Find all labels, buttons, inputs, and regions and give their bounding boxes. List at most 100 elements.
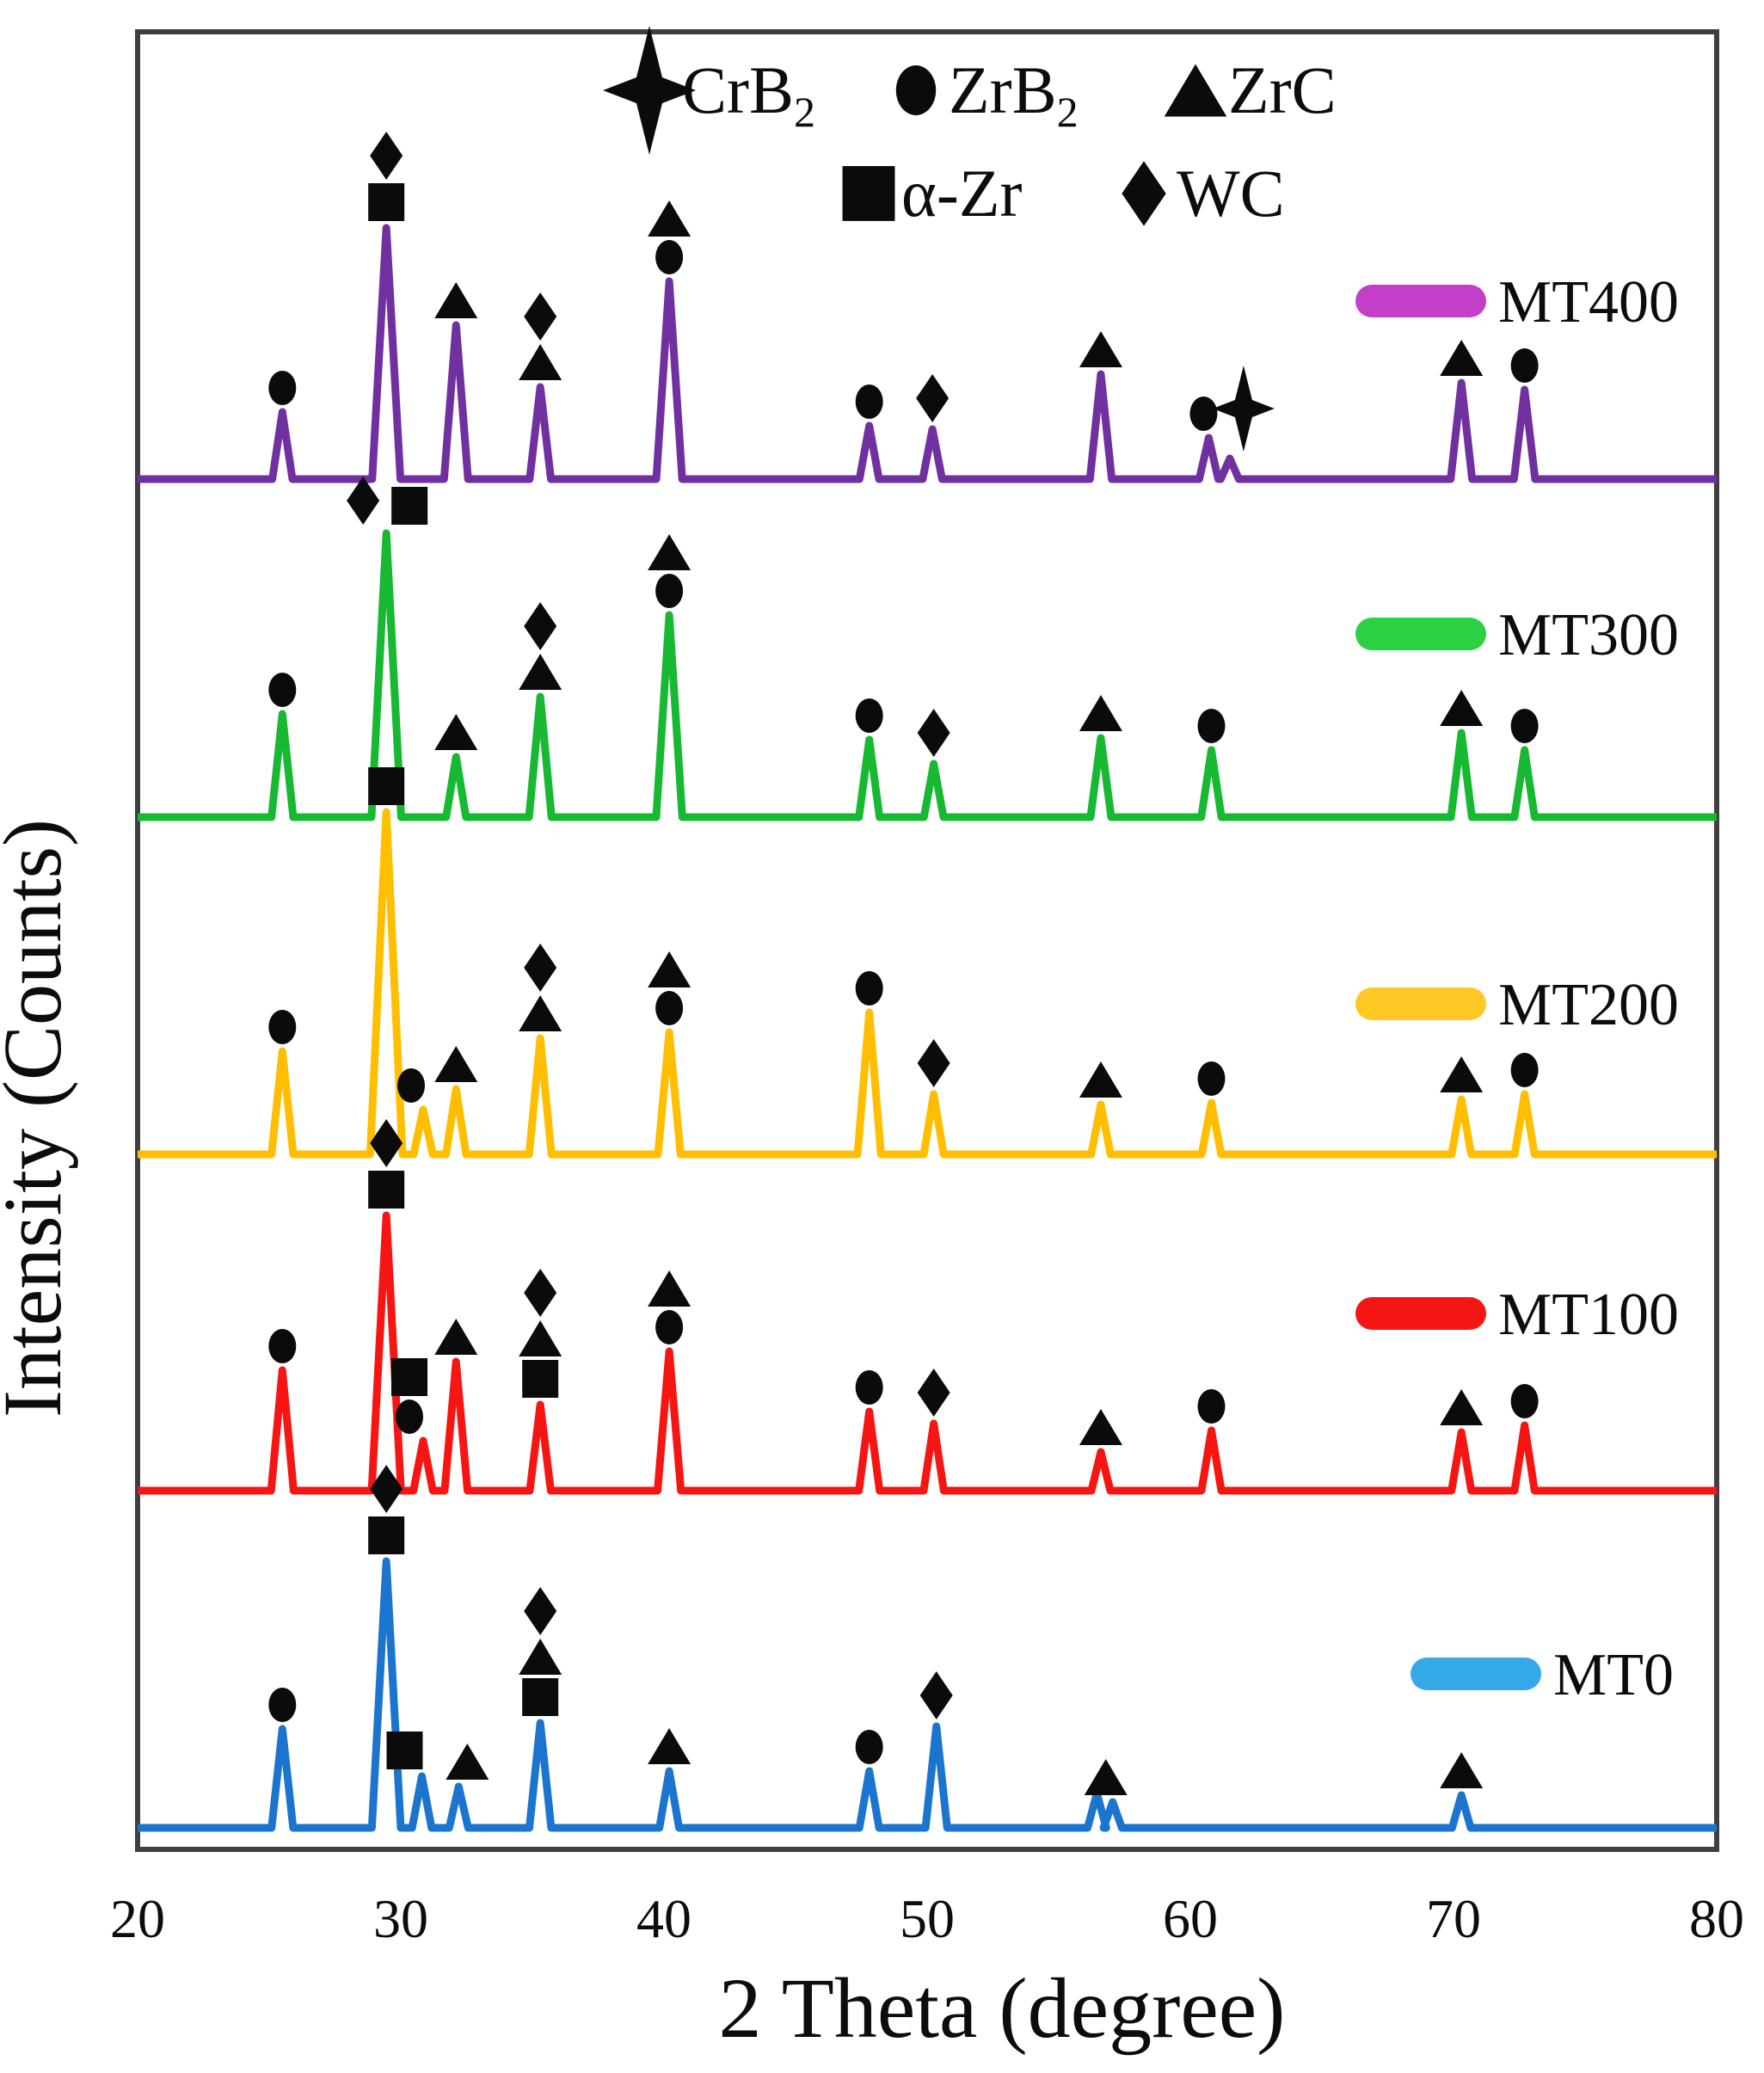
triangle-icon — [648, 951, 691, 987]
square-icon — [368, 183, 405, 221]
diamond-icon — [917, 709, 950, 757]
series-layer — [138, 132, 1717, 1832]
series-swatch-MT100 — [1355, 1297, 1486, 1330]
triangle-icon — [446, 1744, 489, 1780]
diamond-icon — [347, 477, 380, 525]
triangle-icon — [519, 654, 562, 690]
trace-MT300 — [138, 529, 1717, 821]
square-icon — [842, 166, 895, 221]
legend-item-ZrB: ZrB2 — [895, 52, 1079, 136]
trace-MT100 — [138, 1211, 1717, 1495]
triangle-icon — [1084, 1759, 1128, 1795]
circle-icon — [1510, 709, 1539, 743]
trace-MT200 — [138, 808, 1717, 1159]
circle-icon — [855, 1370, 883, 1405]
triangle-icon — [519, 1639, 562, 1675]
legend-item-WC: WC — [1122, 156, 1285, 231]
x-tick-label: 70 — [1426, 1888, 1481, 1949]
series-MT0 — [138, 1465, 1717, 1832]
triangle-icon — [1079, 331, 1122, 367]
diamond-icon — [916, 374, 950, 422]
legend-label: ZrB2 — [949, 52, 1079, 136]
star4-icon — [1212, 366, 1275, 452]
legend-item-CrB: CrB2 — [603, 26, 815, 155]
circle-icon — [855, 384, 883, 419]
square-icon — [522, 1360, 559, 1398]
x-axis-ticks: 20 30 40 50 60 70 80 — [110, 1888, 1744, 1949]
x-axis-title: 2 Theta (degree) — [719, 1960, 1286, 2056]
circle-icon — [655, 574, 684, 608]
circle-icon — [855, 698, 883, 733]
square-icon — [368, 767, 405, 805]
series-swatch-MT0 — [1411, 1658, 1541, 1690]
triangle-icon — [648, 1728, 691, 1764]
circle-icon — [855, 971, 883, 1006]
series-name-label: MT100 — [1498, 1282, 1679, 1348]
diamond-icon — [524, 1587, 557, 1635]
triangle-icon — [648, 200, 691, 237]
square-icon — [522, 1678, 559, 1716]
square-icon — [368, 1171, 405, 1209]
circle-icon — [655, 991, 684, 1025]
diamond-icon — [524, 1269, 557, 1317]
circle-icon — [1197, 709, 1226, 743]
series-MT400 — [138, 132, 1717, 483]
triangle-icon — [1079, 1061, 1122, 1098]
circle-icon — [396, 1399, 424, 1434]
x-tick-label: 40 — [636, 1888, 691, 1949]
circle-icon — [397, 1068, 426, 1103]
legend-label: CrB2 — [682, 52, 815, 136]
series-name-label: MT300 — [1498, 602, 1679, 668]
trace-MT400 — [138, 224, 1717, 483]
triangle-icon — [1440, 1056, 1484, 1092]
triangle-icon — [648, 534, 691, 570]
series-name-label: MT200 — [1498, 972, 1679, 1038]
series-name-label: MT0 — [1553, 1642, 1674, 1708]
triangle-icon — [1164, 64, 1227, 117]
circle-icon — [1510, 1384, 1539, 1418]
x-tick-label: 60 — [1163, 1888, 1218, 1949]
diamond-icon — [370, 132, 403, 180]
series-swatch-MT300 — [1355, 618, 1486, 650]
series-key-MT300: MT300 — [1355, 602, 1679, 668]
circle-icon — [1510, 1053, 1539, 1087]
x-tick-label: 20 — [110, 1888, 165, 1949]
circle-icon — [1510, 348, 1539, 383]
circle-icon — [268, 1329, 297, 1363]
square-icon — [391, 1358, 428, 1396]
circle-icon — [1197, 1389, 1226, 1424]
diamond-icon — [919, 1671, 953, 1719]
triangle-icon — [1440, 1389, 1484, 1425]
circle-icon — [655, 1310, 684, 1344]
triangle-icon — [519, 995, 562, 1031]
triangle-icon — [1079, 1409, 1122, 1445]
circle-icon — [895, 65, 937, 115]
triangle-icon — [1440, 1752, 1484, 1788]
triangle-icon — [434, 714, 478, 750]
x-tick-label: 30 — [373, 1888, 428, 1949]
triangle-icon — [648, 1270, 691, 1307]
circle-icon — [268, 1688, 297, 1722]
triangle-icon — [434, 1046, 478, 1082]
phase-legend: CrB2 ZrB2 ZrC α-Zr WC — [603, 26, 1337, 231]
legend-item-Zr: α-Zr — [842, 156, 1022, 231]
circle-icon — [655, 240, 684, 274]
circle-icon — [1189, 397, 1218, 431]
legend-item-ZrC: ZrC — [1164, 52, 1337, 127]
series-key-MT200: MT200 — [1355, 972, 1679, 1038]
triangle-icon — [519, 344, 562, 380]
diamond-icon — [524, 944, 557, 992]
circle-icon — [855, 1730, 883, 1764]
star4-icon — [603, 26, 696, 155]
diamond-icon — [370, 1465, 403, 1513]
diamond-icon — [370, 1119, 403, 1167]
diamond-icon — [1122, 161, 1166, 226]
series-key-MT0: MT0 — [1411, 1642, 1674, 1708]
x-tick-label: 80 — [1689, 1888, 1744, 1949]
circle-icon — [268, 673, 297, 707]
series-key-MT100: MT100 — [1355, 1282, 1679, 1348]
circle-icon — [268, 1010, 297, 1044]
triangle-icon — [434, 282, 478, 318]
series-swatch-MT400 — [1355, 285, 1486, 317]
